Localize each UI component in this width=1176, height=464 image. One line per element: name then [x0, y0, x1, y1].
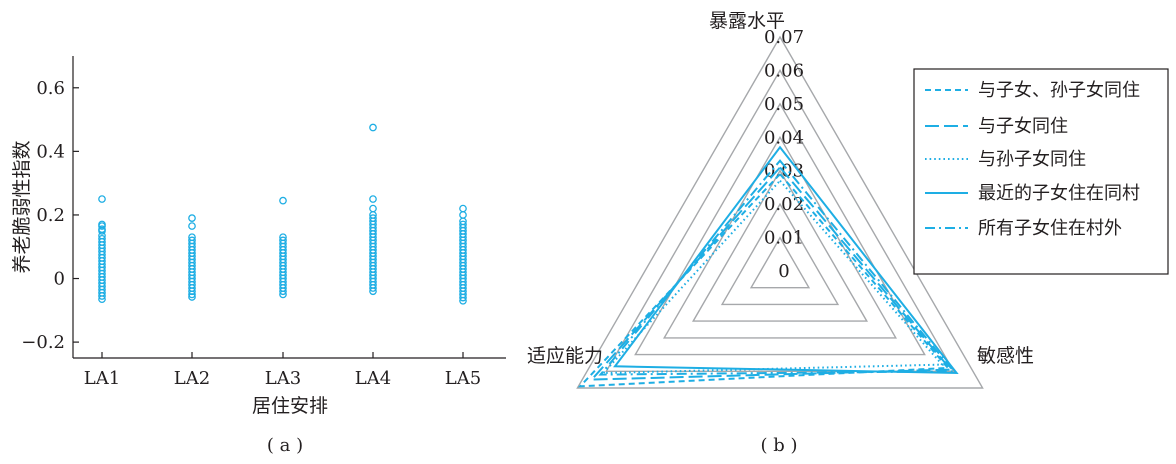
scatter-point-la3: [279, 287, 287, 296]
legend-label: 最近的子女住在同村: [978, 183, 1140, 204]
radar-grid-ring: [662, 135, 898, 339]
x-tick-label: LA4: [355, 368, 391, 389]
y-tick-label: 0.4: [36, 141, 65, 162]
radar-grid-ring: [605, 68, 955, 372]
radial-tick-label: 0.04: [764, 127, 804, 148]
panel-b-radar: 00.010.020.030.040.050.060.07 暴露水平 敏感性 适…: [527, 10, 1169, 456]
scatter-point-la1: [98, 195, 106, 203]
radar-grid-ring: [720, 202, 840, 306]
radar-grid-ring: [691, 169, 869, 322]
radial-tick-label: 0: [778, 261, 789, 282]
scatter-point-la3: [279, 196, 287, 205]
legend-label: 与子女同住: [978, 116, 1068, 137]
vertex-label-sensitivity: 敏感性: [977, 345, 1034, 367]
scatter-point-la5: [459, 211, 467, 219]
scatter-point-la4: [369, 284, 377, 292]
y-tick-label: 0.6: [36, 78, 65, 99]
radar-grid-ring: [749, 236, 811, 289]
scatter-point-la4: [369, 204, 377, 213]
radar-series-5: [598, 159, 956, 376]
scatter-point-la2: [188, 290, 196, 299]
scatter-point-la2: [188, 214, 196, 222]
vertex-label-adaptive-capacity: 适应能力: [527, 345, 603, 367]
scatter-point-la3: [279, 290, 287, 299]
scatter-point-la4: [369, 195, 377, 203]
radar-grid-ring: [634, 102, 926, 356]
y-tick-label: 0: [54, 269, 65, 290]
x-tick-label: LA2: [174, 368, 210, 389]
scatter-point-la1: [98, 295, 106, 304]
vertex-label-exposure: 暴露水平: [709, 10, 785, 32]
scatter-point-la2: [188, 287, 196, 296]
x-tick-label: LA3: [265, 368, 301, 389]
radial-tick-label: 0.05: [764, 94, 804, 115]
scatter-point-la4: [369, 287, 377, 296]
radar-grid-ring: [576, 35, 984, 389]
scatter-point-la1: [98, 292, 106, 300]
legend-label: 所有子女住在村外: [978, 218, 1122, 239]
x-tick-label: LA1: [84, 368, 120, 389]
scatter-point-la5: [459, 293, 467, 302]
legend-box: [913, 68, 1169, 275]
scatter-point-la5: [459, 296, 467, 305]
panel-label-b: ( b ): [760, 435, 797, 456]
scatter-point-la2: [188, 222, 196, 230]
scatter-point-la1: [98, 222, 106, 230]
legend-label: 与孙子女同住: [978, 149, 1086, 170]
scatter-point-la5: [459, 204, 467, 213]
radial-tick-label: 0.06: [764, 60, 804, 81]
y-axis-title: 养老脆弱性指数: [11, 140, 33, 273]
x-axis-title: 居住安排: [252, 395, 328, 417]
radial-tick-label: 0.02: [764, 194, 804, 215]
y-tick-label: 0.2: [36, 205, 65, 226]
panel-label-a: ( a ): [267, 435, 303, 456]
radar-series-4: [613, 145, 959, 375]
radial-tick-label: 0.07: [764, 27, 804, 48]
panel-a-scatter: −0.2 0 0.2 0.4 0.6 LA1 LA2 LA3 LA4 LA5 养老脆弱性指数 居…: [11, 56, 506, 456]
scatter-point-la1: [98, 226, 106, 235]
x-tick-label: LA5: [445, 368, 481, 389]
radial-tick-label: 0.01: [764, 228, 804, 249]
y-tick-label: −0.2: [21, 332, 65, 353]
scatter-point-la4: [369, 123, 377, 132]
scatter-point-la2: [188, 293, 196, 301]
legend-label: 与子女、孙子女同住: [978, 80, 1140, 101]
